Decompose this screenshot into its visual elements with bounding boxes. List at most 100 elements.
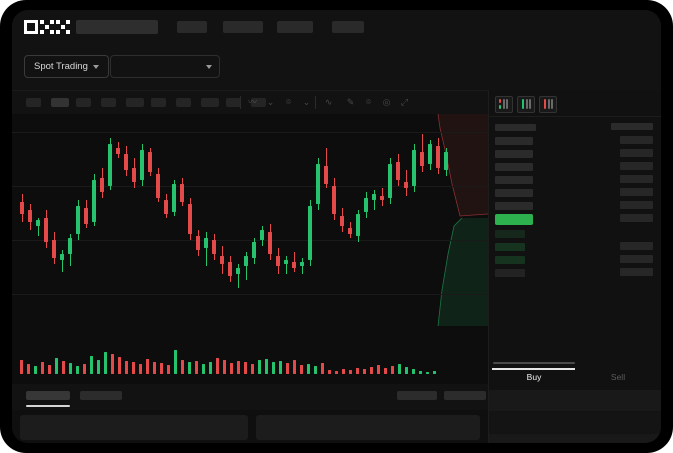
timeframe-button-9[interactable] xyxy=(251,98,266,107)
order-book-trade-sidebar: Buy Sell xyxy=(488,90,661,443)
volume-bar xyxy=(391,366,394,374)
timeframe-button-3[interactable] xyxy=(101,98,116,107)
orderbook-bid-row[interactable] xyxy=(495,256,525,264)
tab-action-1[interactable] xyxy=(397,391,437,400)
timeframe-button-0[interactable] xyxy=(26,98,41,107)
toolbar-divider xyxy=(240,96,241,109)
chart-gridline xyxy=(12,186,488,187)
volume-bar xyxy=(146,359,149,374)
volume-bar xyxy=(83,364,86,374)
orderbook-ask-row[interactable] xyxy=(495,150,533,158)
bottom-panels xyxy=(12,410,488,443)
trading-pair-select[interactable] xyxy=(110,55,220,78)
volume-bar xyxy=(76,366,79,374)
timeframe-button-5[interactable] xyxy=(151,98,166,107)
orderbook-bid-row[interactable] xyxy=(495,243,525,251)
orderbook-ask-row[interactable] xyxy=(495,176,533,184)
orderbook-view-bids-icon[interactable] xyxy=(517,96,535,113)
volume-bar xyxy=(111,354,114,374)
nav-search-field[interactable] xyxy=(76,20,158,34)
timeframe-button-6[interactable] xyxy=(176,98,191,107)
volume-bar xyxy=(216,358,219,374)
volume-bar xyxy=(314,366,317,374)
orderbook-bid-row[interactable] xyxy=(495,269,525,277)
tab-sell[interactable]: Sell xyxy=(610,372,626,382)
panel-positions[interactable] xyxy=(256,415,480,440)
settings-icon[interactable]: ◎ xyxy=(382,97,391,107)
volume-bar xyxy=(237,361,240,374)
depth-overlay xyxy=(430,114,488,326)
compare-icon[interactable]: ⌄ xyxy=(266,97,275,107)
volume-bar xyxy=(272,362,275,374)
orderbook-ask-row[interactable] xyxy=(495,202,533,210)
template-icon[interactable]: ⌾ xyxy=(285,97,292,107)
candle xyxy=(404,114,408,326)
volume-bar xyxy=(20,360,23,374)
camera-icon[interactable]: ⌾ xyxy=(365,97,372,107)
orderbook-bid-row[interactable] xyxy=(495,230,525,238)
volume-bar xyxy=(174,350,177,374)
volume-bar xyxy=(384,368,387,374)
nav-item-markets[interactable] xyxy=(177,21,207,33)
candle xyxy=(76,114,80,326)
timeframe-button-4[interactable] xyxy=(126,98,144,107)
volume-bar xyxy=(398,364,401,374)
candle xyxy=(52,114,56,326)
candle xyxy=(380,114,384,326)
okx-logo[interactable] xyxy=(24,20,70,34)
tab-action-2[interactable] xyxy=(444,391,486,400)
chart-gridline xyxy=(12,240,488,241)
nav-item-trade[interactable] xyxy=(223,21,263,33)
spot-trading-label: Spot Trading xyxy=(34,61,88,72)
candle xyxy=(364,114,368,326)
tab-open-orders[interactable] xyxy=(26,391,70,400)
candle xyxy=(148,114,152,326)
candlestick-chart[interactable] xyxy=(12,114,488,326)
candle xyxy=(260,114,264,326)
field-order-type[interactable] xyxy=(489,390,661,412)
volume-bar xyxy=(139,364,142,374)
buy-sell-tabs: Buy Sell xyxy=(489,368,661,390)
candle xyxy=(412,114,416,326)
field-price[interactable] xyxy=(489,412,661,434)
nav-item-derivatives[interactable] xyxy=(277,21,313,33)
orderbook-ask-amount xyxy=(620,201,653,209)
field-amount[interactable] xyxy=(489,434,661,443)
orderbook-bid-amount xyxy=(620,268,653,276)
measure-icon[interactable]: ✎ xyxy=(346,97,355,107)
candle xyxy=(300,114,304,326)
orderbook-ask-row[interactable] xyxy=(495,163,533,171)
candle xyxy=(164,114,168,326)
spot-trading-dropdown[interactable]: Spot Trading xyxy=(24,55,109,78)
timeframe-button-1[interactable] xyxy=(51,98,69,107)
orderbook-header-price xyxy=(495,124,536,131)
candle xyxy=(84,114,88,326)
volume-bar xyxy=(97,360,100,374)
fullscreen-icon[interactable]: ⤢ xyxy=(400,97,409,107)
orderbook-scrollbar[interactable] xyxy=(493,362,575,364)
orderbook-ask-row[interactable] xyxy=(495,137,533,145)
volume-bar xyxy=(335,371,338,374)
volume-bar xyxy=(349,370,352,374)
chart-type-icon[interactable]: ⌄ xyxy=(302,97,311,107)
timeframe-button-8[interactable] xyxy=(226,98,241,107)
orderbook-view-both-icon[interactable] xyxy=(495,96,513,113)
nav-item-more[interactable] xyxy=(332,21,364,33)
indicator-icon[interactable]: 〰 xyxy=(247,97,257,107)
timeframe-button-2[interactable] xyxy=(76,98,91,107)
volume-bar xyxy=(286,363,289,374)
orderbook-view-asks-icon[interactable] xyxy=(539,96,557,113)
volume-bar xyxy=(62,361,65,374)
candle xyxy=(108,114,112,326)
line-chart-icon[interactable]: ∿ xyxy=(324,97,333,107)
tab-buy[interactable]: Buy xyxy=(526,372,542,382)
candle xyxy=(204,114,208,326)
volume-bar xyxy=(328,370,331,374)
tab-order-history[interactable] xyxy=(80,391,122,400)
volume-bar xyxy=(125,361,128,374)
volume-bar xyxy=(167,365,170,374)
timeframe-button-7[interactable] xyxy=(201,98,219,107)
volume-bar xyxy=(342,369,345,374)
panel-assets[interactable] xyxy=(20,415,248,440)
orderbook-ask-row[interactable] xyxy=(495,189,533,197)
